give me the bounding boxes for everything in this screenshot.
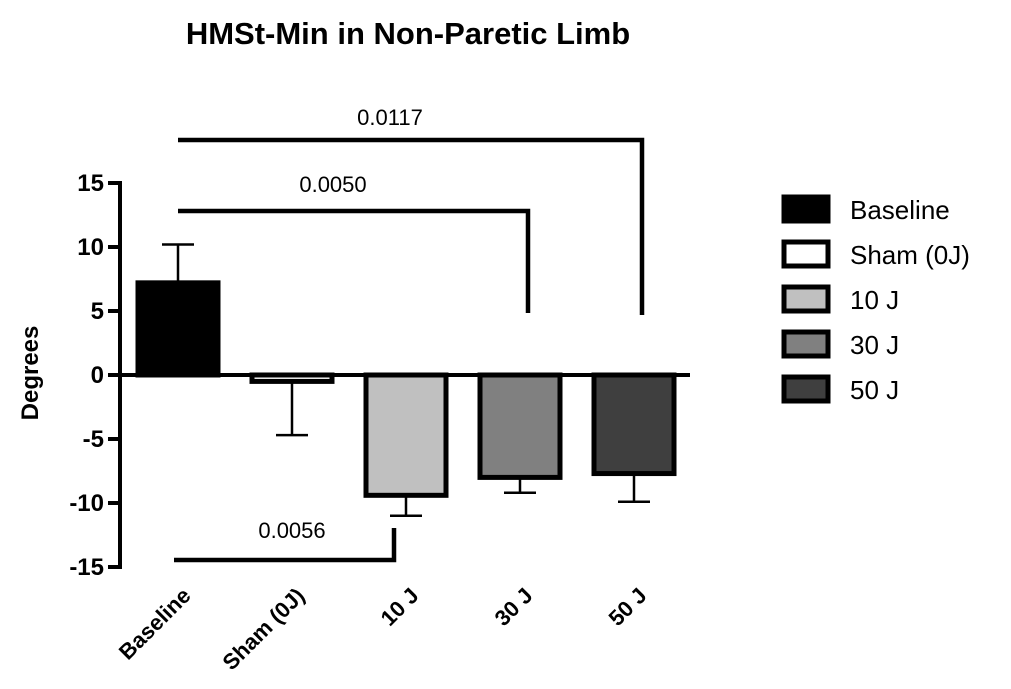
x-category-label: Sham (0J) [218, 583, 310, 675]
y-tick-label: 5 [91, 298, 104, 325]
chart-title: HMSt-Min in Non-Paretic Limb [186, 16, 630, 51]
bar-baseline [135, 280, 221, 378]
legend-swatch [781, 284, 831, 314]
legend-label: Sham (0J) [850, 240, 970, 270]
significance-brackets: 0.0117 0.0050 0.0056 [174, 105, 645, 563]
legend-swatch [781, 239, 831, 269]
x-axis-category-labels: Baseline Sham (0J) 10 J 30 J 50 J [114, 583, 652, 675]
bars [135, 280, 677, 498]
bar-30-j [477, 372, 563, 480]
p-value-label: 0.0056 [258, 518, 325, 543]
significance-bracket [174, 528, 397, 563]
legend-swatch [781, 374, 831, 404]
y-axis-label: Degrees [17, 326, 44, 421]
bar-50-j [591, 372, 677, 477]
p-value-label: 0.0050 [299, 172, 366, 197]
p-value-label: 0.0117 [357, 105, 423, 130]
axes [118, 181, 690, 569]
legend-swatch [781, 194, 831, 224]
x-category-label: Baseline [114, 583, 196, 665]
legend-label: 30 J [850, 330, 899, 360]
significance-bracket [178, 137, 645, 315]
y-tick-label: -5 [83, 426, 104, 453]
y-tick-label: 10 [77, 234, 104, 261]
x-category-label: 50 J [604, 583, 652, 631]
legend-label: Baseline [850, 195, 950, 225]
legend-label: 50 J [850, 375, 899, 405]
significance-bracket [178, 208, 531, 313]
legend: Baseline Sham (0J) 10 J 30 J 50 J [781, 194, 970, 405]
y-tick-label: -10 [69, 490, 104, 517]
bar-10-j [363, 372, 449, 498]
legend-label: 10 J [850, 285, 899, 315]
x-category-label: 30 J [490, 583, 538, 631]
legend-swatch [781, 329, 831, 359]
y-tick-label: -15 [69, 554, 104, 581]
y-tick-label: 15 [77, 170, 104, 197]
y-axis-ticks: 15 10 5 0 -5 -10 -15 [69, 170, 120, 581]
error-bars [162, 243, 650, 518]
y-tick-label: 0 [91, 362, 104, 389]
x-category-label: 10 J [376, 583, 424, 631]
